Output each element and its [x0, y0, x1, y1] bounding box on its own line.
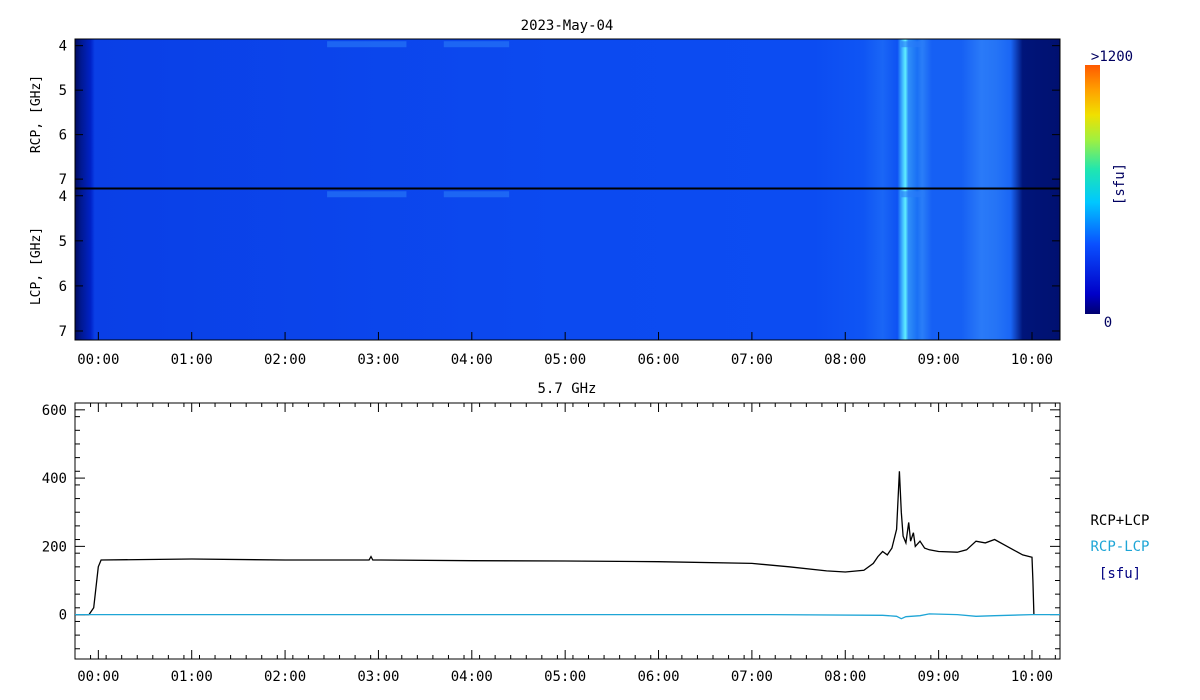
- spectrum-y-tick-label: 7: [59, 172, 67, 188]
- spectrum-y-tick-label: 4: [59, 39, 67, 55]
- profile-y-tick-label: 400: [42, 471, 67, 487]
- spectrum-panel: 2023-May-04 RCP, [GHz] LCP, [GHz] 456745…: [29, 18, 1061, 368]
- spectrum-y-tick-label: 4: [59, 189, 67, 205]
- profile-x-tick-label: 01:00: [171, 669, 213, 685]
- profile-axis-ticks: 600 400 200 0 00:00 01:00 02:00 03:00 04:00 05:00…: [42, 403, 1060, 685]
- profile-x-tick-label: 00:00: [77, 669, 119, 685]
- profile-y-tick-label: 0: [59, 608, 67, 624]
- rcp-heatmap: [74, 38, 1061, 189]
- profile-frame: [74, 402, 1061, 660]
- legend-rcp-plus-lcp: RCP+LCP: [1090, 513, 1149, 529]
- spectrum-x-tick-label: 00:00: [77, 352, 119, 368]
- profile-title: 5.7 GHz: [537, 381, 596, 397]
- legend: RCP+LCP RCP-LCP [sfu]: [1090, 513, 1149, 582]
- profile-x-tick-label: 03:00: [357, 669, 399, 685]
- profile-x-tick-label: 10:00: [1011, 669, 1053, 685]
- heatmap-frame: [74, 188, 1061, 341]
- series-line-rcp-lcp: [75, 613, 1060, 620]
- profile-x-tick-label: 09:00: [918, 669, 960, 685]
- spectral-streak: [901, 41, 925, 48]
- profile-x-tick-label: 02:00: [264, 669, 306, 685]
- colorbar-min-label: 0: [1104, 315, 1112, 331]
- legend-unit: [sfu]: [1099, 566, 1141, 582]
- spectrum-x-tick-label: 10:00: [1011, 352, 1053, 368]
- spectral-streak: [443, 41, 510, 48]
- spectral-streak: [901, 191, 925, 198]
- profile-x-tick-label: 05:00: [544, 669, 586, 685]
- profile-x-tick-label: 08:00: [824, 669, 866, 685]
- spectral-streak: [327, 41, 407, 48]
- profile-y-tick-label: 200: [42, 539, 67, 555]
- spectrum-y-tick-label: 6: [59, 128, 67, 144]
- lcp-axis-label: LCP, [GHz]: [29, 227, 44, 305]
- spectrum-x-tick-label: 07:00: [731, 352, 773, 368]
- profile-x-tick-label: 07:00: [731, 669, 773, 685]
- heatmap-body: [75, 39, 1060, 188]
- profile-x-tick-label: 06:00: [637, 669, 679, 685]
- spectrum-x-tick-label: 04:00: [451, 352, 493, 368]
- profile-x-tick-label: 04:00: [451, 669, 493, 685]
- spectrum-title: 2023-May-04: [521, 18, 614, 34]
- colorbar-max-label: >1200: [1091, 49, 1133, 65]
- legend-rcp-minus-lcp: RCP-LCP: [1090, 539, 1149, 555]
- spectrum-x-tick-label: 01:00: [171, 352, 213, 368]
- spectrum-y-tick-label: 6: [59, 279, 67, 295]
- spectrum-y-tick-label: 7: [59, 324, 67, 340]
- spectrum-x-tick-label: 02:00: [264, 352, 306, 368]
- heatmap-body: [75, 189, 1060, 340]
- spectral-streak: [443, 191, 510, 198]
- spectrum-x-tick-labels: 00:00 01:00 02:00 03:00 04:00 05:00 06:00 07:00…: [77, 352, 1053, 368]
- colorbar-gradient: [1085, 65, 1100, 314]
- spectrum-x-tick-label: 08:00: [824, 352, 866, 368]
- lcp-heatmap: [74, 188, 1061, 341]
- time-profile-panel: 5.7 GHz 600 400 200 0 00:00 01:00 02:00 03:00 04…: [42, 381, 1061, 685]
- heatmap-frame: [74, 38, 1061, 189]
- spectrum-x-tick-label: 03:00: [357, 352, 399, 368]
- spectrum-x-tick-label: 09:00: [918, 352, 960, 368]
- spectrum-y-tick-label: 5: [59, 234, 67, 250]
- spectrum-x-tick-label: 06:00: [637, 352, 679, 368]
- profile-y-tick-label: 600: [42, 403, 67, 419]
- spectrum-y-tick-label: 5: [59, 83, 67, 99]
- colorbar-unit-label: [sfu]: [1112, 163, 1128, 205]
- profile-series: [75, 471, 1060, 620]
- series-line-rcp-lcp: [75, 471, 1035, 616]
- colorbar: >1200 0 [sfu]: [1085, 49, 1133, 331]
- rcp-axis-label: RCP, [GHz]: [29, 75, 44, 153]
- spectrum-x-tick-label: 05:00: [544, 352, 586, 368]
- spectral-streak: [327, 191, 407, 198]
